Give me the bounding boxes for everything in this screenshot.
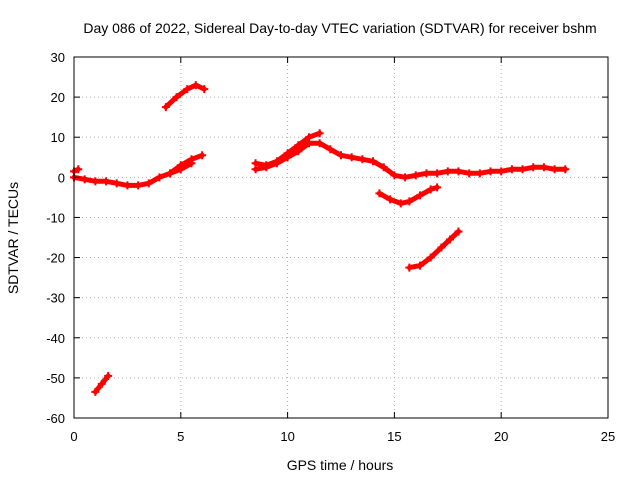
series-arc-2 <box>70 165 83 176</box>
data-point <box>529 163 538 172</box>
y-tick-label: 20 <box>51 90 65 105</box>
data-point <box>112 179 121 188</box>
y-tick-label: -30 <box>46 291 65 306</box>
data-point <box>347 153 356 162</box>
data-point <box>416 261 425 270</box>
data-point <box>326 145 335 154</box>
series-arc-9 <box>405 227 463 272</box>
data-point <box>80 175 89 184</box>
series-band <box>406 229 461 271</box>
data-point <box>401 173 410 182</box>
data-point <box>187 159 196 168</box>
x-tick-label: 10 <box>280 429 294 444</box>
data-point <box>507 165 516 174</box>
data-point <box>191 81 200 90</box>
data-point <box>315 129 324 138</box>
y-tick-label: 0 <box>58 170 65 185</box>
data-point <box>176 165 185 174</box>
x-tick-label: 15 <box>387 429 401 444</box>
series-band <box>253 140 568 180</box>
data-point <box>134 181 143 190</box>
data-point <box>518 165 527 174</box>
data-point <box>183 85 192 94</box>
y-tick-label: -60 <box>46 411 65 426</box>
data-point <box>123 181 132 190</box>
data-point <box>454 227 463 236</box>
data-point <box>262 161 271 170</box>
data-point <box>486 167 495 176</box>
x-axis-label: GPS time / hours <box>287 457 394 473</box>
data-point <box>155 173 164 182</box>
y-axis-label: SDTVAR / TECUs <box>5 182 21 294</box>
data-point <box>304 133 313 142</box>
y-tick-label: -40 <box>46 331 65 346</box>
y-tick-label: -50 <box>46 371 65 386</box>
data-point <box>251 159 260 168</box>
x-tick-label: 20 <box>494 429 508 444</box>
data-point <box>561 165 570 174</box>
data-point <box>405 263 414 272</box>
chart-title: Day 086 of 2022, Sidereal Day-to-day VTE… <box>83 20 596 36</box>
data-point <box>445 235 454 244</box>
series-arc-4 <box>161 81 209 112</box>
data-point <box>454 167 463 176</box>
data-point <box>337 151 345 160</box>
data-point <box>539 163 548 172</box>
series-arc-7 <box>251 129 324 170</box>
data-point <box>315 139 324 148</box>
y-tick-label: -10 <box>46 210 65 225</box>
data-point <box>91 177 100 186</box>
x-tick-label: 25 <box>601 429 615 444</box>
data-point <box>443 167 452 176</box>
data-point <box>550 165 559 174</box>
data-point <box>386 195 395 204</box>
data-point <box>74 165 83 174</box>
data-point <box>161 103 170 112</box>
data-point <box>405 197 414 206</box>
data-point <box>411 171 420 180</box>
series-layer <box>70 81 570 396</box>
data-point <box>433 183 442 192</box>
y-tick-label: 30 <box>51 50 65 65</box>
data-point <box>358 155 367 164</box>
data-point <box>433 169 442 178</box>
data-point <box>379 163 388 172</box>
y-tick-label: -20 <box>46 251 65 266</box>
x-tick-label: 0 <box>70 429 77 444</box>
data-point <box>375 189 384 198</box>
data-point <box>104 371 113 380</box>
series-arc-8 <box>375 183 442 208</box>
data-point <box>166 169 175 178</box>
data-point <box>422 169 431 178</box>
data-point <box>144 179 153 188</box>
data-point <box>369 157 378 166</box>
data-point <box>97 379 106 388</box>
data-point <box>465 169 474 178</box>
data-point <box>198 151 207 160</box>
data-point <box>102 177 111 186</box>
data-point <box>390 171 399 180</box>
x-tick-label: 5 <box>177 429 184 444</box>
plot-frame <box>73 56 609 419</box>
data-point <box>272 157 281 166</box>
data-point <box>497 167 506 176</box>
data-point <box>426 253 435 262</box>
y-tick-label: 10 <box>51 130 65 145</box>
data-point <box>437 243 446 252</box>
data-point <box>200 85 209 94</box>
data-point <box>294 141 303 150</box>
data-point <box>172 93 181 102</box>
series-arc-1 <box>70 151 207 190</box>
data-point <box>91 387 100 396</box>
series-arc-3 <box>91 371 113 396</box>
grid <box>74 57 608 418</box>
data-point <box>396 199 405 208</box>
series-arc-5 <box>166 159 196 178</box>
data-point <box>283 149 292 158</box>
data-point <box>426 185 435 194</box>
ticks: 0 5 10 15 20 25 -60 -50 -40 -30 -20 -10 0 10 20 30 <box>46 50 615 444</box>
data-point <box>416 191 425 200</box>
data-point <box>475 169 484 178</box>
